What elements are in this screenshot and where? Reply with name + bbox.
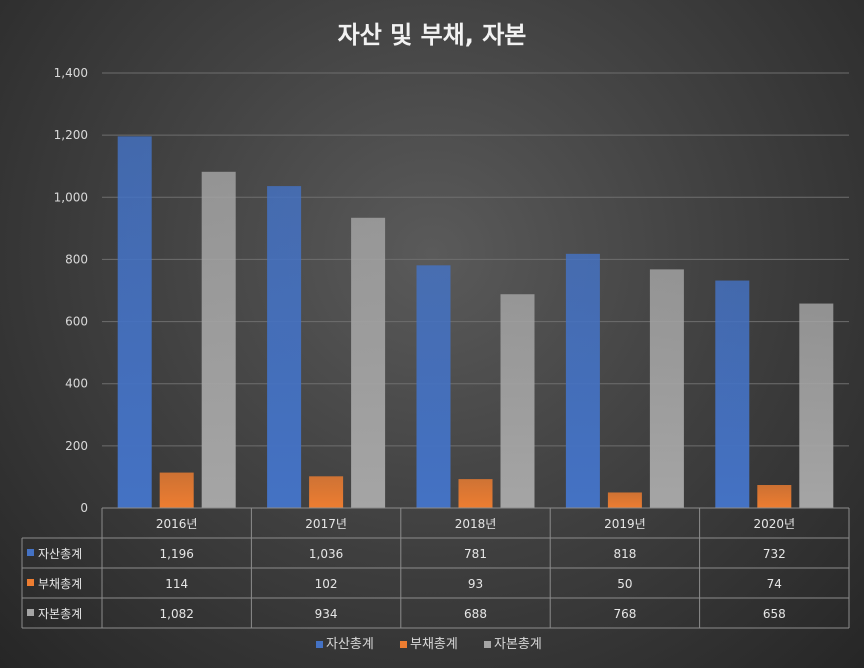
table-row-label: 부채총계 bbox=[38, 577, 82, 591]
table-cell: 1,036 bbox=[309, 547, 343, 561]
y-tick-label: 1,000 bbox=[54, 190, 88, 204]
table-cell: 732 bbox=[763, 547, 786, 561]
bar-자본총계-2016년 bbox=[201, 171, 236, 509]
y-tick-label: 600 bbox=[65, 315, 88, 329]
table-legend-key bbox=[27, 609, 34, 616]
legend-label: 부채총계 bbox=[410, 637, 458, 652]
bar-자본총계-2017년 bbox=[351, 217, 386, 509]
chart-title: 자산 및 부채, 자본 bbox=[338, 21, 527, 49]
bar-부채총계-2018년 bbox=[458, 479, 493, 508]
legend-label: 자산총계 bbox=[326, 637, 374, 652]
legend-key bbox=[484, 641, 491, 648]
bar-부채총계-2019년 bbox=[607, 492, 642, 508]
y-tick-label: 0 bbox=[80, 501, 88, 515]
y-axis-ticks: 0 200 400 600 800 1,000 1,200 1,400 bbox=[54, 66, 88, 515]
table-cell: 74 bbox=[767, 577, 782, 591]
table-cell: 102 bbox=[315, 577, 338, 591]
category-label: 2017년 bbox=[305, 517, 347, 531]
bar-자산총계-2018년 bbox=[416, 265, 451, 508]
table-row-label: 자산총계 bbox=[38, 547, 82, 561]
table-cell: 1,082 bbox=[160, 607, 194, 621]
table-cell: 781 bbox=[464, 547, 487, 561]
y-tick-label: 200 bbox=[65, 439, 88, 453]
table-row-label: 자본총계 bbox=[38, 607, 82, 621]
category-label: 2019년 bbox=[604, 517, 646, 531]
bar-자산총계-2016년 bbox=[117, 136, 152, 508]
bar-자산총계-2019년 bbox=[565, 253, 600, 508]
table-cell: 114 bbox=[165, 577, 188, 591]
table-cell: 93 bbox=[468, 577, 483, 591]
table-cell: 50 bbox=[617, 577, 632, 591]
y-tick-label: 800 bbox=[65, 252, 88, 266]
table-cell: 1,196 bbox=[160, 547, 194, 561]
table-cell: 688 bbox=[464, 607, 487, 621]
table-cell: 818 bbox=[613, 547, 636, 561]
y-tick-label: 400 bbox=[65, 377, 88, 391]
table-cell: 658 bbox=[763, 607, 786, 621]
table-legend-key bbox=[27, 549, 34, 556]
bar-부채총계-2017년 bbox=[309, 476, 344, 508]
bar-부채총계-2020년 bbox=[757, 485, 792, 508]
bar-자본총계-2019년 bbox=[649, 269, 684, 508]
legend-label: 자본총계 bbox=[494, 637, 542, 652]
legend-key bbox=[316, 641, 323, 648]
bars bbox=[117, 136, 834, 509]
y-tick-label: 1,400 bbox=[54, 66, 88, 80]
table-cell: 934 bbox=[315, 607, 338, 621]
table-legend-key bbox=[27, 579, 34, 586]
y-tick-label: 1,200 bbox=[54, 128, 88, 142]
legend-key bbox=[400, 641, 407, 648]
category-label: 2020년 bbox=[754, 517, 796, 531]
bar-자산총계-2017년 bbox=[267, 186, 302, 508]
category-label: 2018년 bbox=[455, 517, 497, 531]
bar-자본총계-2020년 bbox=[799, 303, 834, 508]
table-cell: 768 bbox=[613, 607, 636, 621]
bar-자본총계-2018년 bbox=[500, 294, 535, 508]
legend: 자산총계 부채총계 자본총계 bbox=[316, 637, 542, 652]
category-label: 2016년 bbox=[156, 517, 198, 531]
bar-부채총계-2016년 bbox=[159, 472, 194, 508]
bar-자산총계-2020년 bbox=[715, 280, 750, 508]
